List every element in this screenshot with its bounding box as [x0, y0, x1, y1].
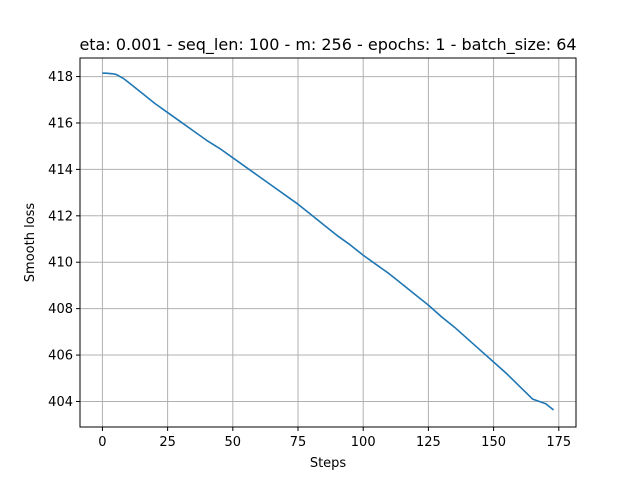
- y-tick-label: 410: [48, 256, 73, 271]
- y-tick-label: 416: [48, 116, 73, 131]
- x-tick-label: 125: [416, 435, 441, 450]
- chart-title: eta: 0.001 - seq_len: 100 - m: 256 - epo…: [79, 35, 576, 55]
- plot-area: [102, 72, 555, 411]
- y-tick-label: 414: [48, 163, 73, 178]
- x-tick-label: 0: [98, 435, 106, 450]
- x-tick-label: 150: [481, 435, 506, 450]
- series-line: [102, 72, 555, 411]
- y-tick-label: 412: [48, 209, 73, 224]
- axes-frame: [79, 57, 577, 428]
- y-axis-label: Smooth loss: [23, 203, 38, 283]
- x-tick-label: 25: [159, 435, 176, 450]
- grid: [80, 58, 576, 427]
- y-tick-label: 404: [48, 395, 73, 410]
- ticks: 0 25 50 75 100 125 150 175 404 406 408 410 412 414 416…: [48, 70, 571, 450]
- x-tick-label: 100: [351, 435, 376, 450]
- y-tick-label: 418: [48, 70, 73, 85]
- x-axis-label: Steps: [310, 456, 347, 471]
- x-tick-label: 50: [225, 435, 242, 450]
- y-tick-label: 406: [48, 349, 73, 364]
- y-tick-label: 408: [48, 302, 73, 317]
- x-tick-label: 75: [290, 435, 307, 450]
- x-tick-label: 175: [546, 435, 571, 450]
